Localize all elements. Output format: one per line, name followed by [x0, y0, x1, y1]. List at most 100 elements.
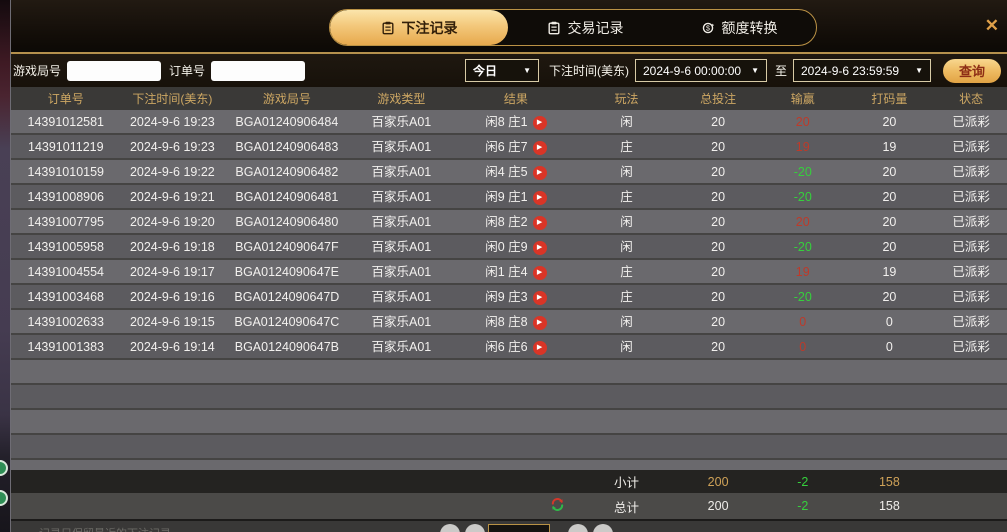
tab-label: 额度转换 — [721, 19, 778, 36]
cell-bet-time: 2024-9-6 19:18 — [129, 240, 215, 254]
table-row: 14391004554 2024-9-6 19:17 BGA0124090647… — [11, 260, 1007, 285]
cell-total-bet: 20 — [711, 340, 726, 354]
cell-game-type: 百家乐A01 — [371, 265, 432, 279]
game-round-label: 游戏局号 — [13, 64, 62, 78]
cell-total-bet: 20 — [711, 165, 726, 179]
game-background-strip — [0, 0, 10, 532]
cell-order: 14391002633 — [27, 315, 105, 329]
table-row: 14391012581 2024-9-6 19:23 BGA0124090648… — [11, 110, 1007, 135]
close-icon[interactable]: ✕ — [984, 16, 999, 35]
date-to-picker[interactable]: 2024-9-6 23:59:59 ▼ — [793, 59, 931, 82]
replay-play-icon[interactable]: ▶ — [532, 190, 547, 205]
replay-play-icon[interactable]: ▶ — [532, 240, 547, 255]
total-bet: 200 — [707, 499, 729, 513]
cell-winloss: 20 — [795, 115, 810, 129]
total-turnover: 158 — [878, 499, 900, 513]
cell-play: 庄 — [620, 140, 633, 154]
last-page-button[interactable] — [593, 524, 613, 532]
cell-turnover: 20 — [882, 190, 897, 204]
result-text: 闲9 庄1 — [485, 190, 528, 204]
cell-winloss: -20 — [793, 165, 812, 179]
cell-total-bet: 20 — [711, 240, 726, 254]
result-text: 闲6 庄7 — [485, 140, 528, 154]
order-no-label: 订单号 — [169, 64, 206, 78]
tab-bet-records[interactable]: 下注记录 — [330, 10, 508, 45]
table-row: 14391010159 2024-9-6 19:22 BGA0124090648… — [11, 160, 1007, 185]
cell-play: 闲 — [620, 340, 633, 354]
cell-bet-time: 2024-9-6 19:22 — [129, 165, 215, 179]
subtotal-bet: 200 — [707, 474, 729, 489]
col-header-turnover: 打码量 — [871, 92, 908, 106]
footer-note-clipped: 记录只保留最近的下注记录 — [39, 525, 171, 532]
cell-order: 14391001383 — [27, 340, 105, 354]
col-header-total-bet: 总投注 — [700, 92, 737, 106]
casino-chip-icon — [0, 460, 8, 476]
first-page-button[interactable] — [440, 524, 460, 532]
cell-play: 闲 — [620, 115, 633, 129]
tab-bar: 下注记录 交易记录 $ 额度转换 ✕ — [11, 0, 1007, 54]
total-winloss: -2 — [797, 499, 809, 513]
subtotal-row: 小计 200 -2 158 — [11, 470, 1007, 493]
svg-text:$: $ — [706, 25, 710, 32]
date-from-value: 2024-9-6 00:00:00 — [642, 63, 742, 78]
casino-chip-icon — [0, 490, 8, 506]
cell-turnover: 20 — [882, 215, 897, 229]
cell-round: BGA0124090647D — [234, 290, 340, 304]
replay-play-icon[interactable]: ▶ — [532, 165, 547, 180]
table-row: 14391005958 2024-9-6 19:18 BGA0124090647… — [11, 235, 1007, 260]
cell-status: 已派彩 — [952, 215, 990, 229]
cell-bet-time: 2024-9-6 19:21 — [129, 190, 215, 204]
result-text: 闲8 庄1 — [485, 115, 528, 129]
replay-play-icon[interactable]: ▶ — [532, 115, 547, 130]
cell-round: BGA01240906482 — [235, 165, 339, 179]
cell-order: 14391008906 — [27, 190, 105, 204]
tab-label: 交易记录 — [567, 19, 624, 36]
total-label: 总计 — [613, 500, 639, 515]
date-preset-value: 今日 — [472, 64, 497, 78]
tab-transaction-records[interactable]: 交易记录 — [508, 10, 662, 45]
cell-bet-time: 2024-9-6 19:23 — [129, 115, 215, 129]
replay-play-icon[interactable]: ▶ — [532, 340, 547, 355]
cell-round: BGA0124090647C — [234, 315, 340, 329]
cell-status: 已派彩 — [952, 115, 990, 129]
replay-play-icon[interactable]: ▶ — [532, 290, 547, 305]
result-text: 闲8 庄2 — [485, 215, 528, 229]
cell-turnover: 20 — [882, 240, 897, 254]
cell-status: 已派彩 — [952, 240, 990, 254]
subtotal-turnover: 158 — [878, 474, 900, 489]
cell-order: 14391005958 — [27, 240, 105, 254]
game-round-input[interactable] — [67, 60, 162, 81]
page-number-input[interactable] — [488, 524, 550, 532]
col-header-round: 游戏局号 — [262, 92, 311, 106]
replay-play-icon[interactable]: ▶ — [532, 265, 547, 280]
cell-bet-time: 2024-9-6 19:16 — [129, 290, 215, 304]
order-no-input[interactable] — [211, 60, 306, 81]
prev-page-button[interactable] — [465, 524, 485, 532]
cell-order: 14391004554 — [27, 265, 105, 279]
replay-play-icon[interactable]: ▶ — [532, 215, 547, 230]
table-row: 14391007795 2024-9-6 19:20 BGA0124090648… — [11, 210, 1007, 235]
cell-status: 已派彩 — [952, 140, 990, 154]
subtotal-label: 小计 — [613, 476, 639, 490]
cell-round: BGA01240906483 — [235, 140, 339, 154]
cell-game-type: 百家乐A01 — [371, 215, 432, 229]
search-button[interactable]: 查询 — [943, 58, 1001, 83]
subtotal-winloss: -2 — [797, 474, 809, 489]
cell-game-type: 百家乐A01 — [371, 240, 432, 254]
table-row: 14391003468 2024-9-6 19:16 BGA0124090647… — [11, 285, 1007, 310]
cell-status: 已派彩 — [952, 165, 990, 179]
cell-winloss: 20 — [795, 215, 810, 229]
date-preset-select[interactable]: 今日 ▼ — [464, 59, 539, 82]
cell-status: 已派彩 — [952, 265, 990, 279]
records-panel: 下注记录 交易记录 $ 额度转换 ✕ 游戏局号 订单号 今日 ▼ — [10, 0, 1007, 532]
tab-quota-transfer[interactable]: $ 额度转换 — [662, 10, 816, 45]
next-page-button[interactable] — [568, 524, 588, 532]
cell-status: 已派彩 — [952, 290, 990, 304]
date-to-value: 2024-9-6 23:59:59 — [801, 63, 900, 78]
replay-play-icon[interactable]: ▶ — [532, 315, 547, 330]
date-from-picker[interactable]: 2024-9-6 00:00:00 ▼ — [634, 59, 767, 82]
tab-label: 下注记录 — [401, 19, 458, 36]
replay-play-icon[interactable]: ▶ — [532, 140, 547, 155]
refresh-exchange-icon[interactable] — [550, 497, 565, 515]
result-text: 闲6 庄6 — [485, 340, 528, 354]
